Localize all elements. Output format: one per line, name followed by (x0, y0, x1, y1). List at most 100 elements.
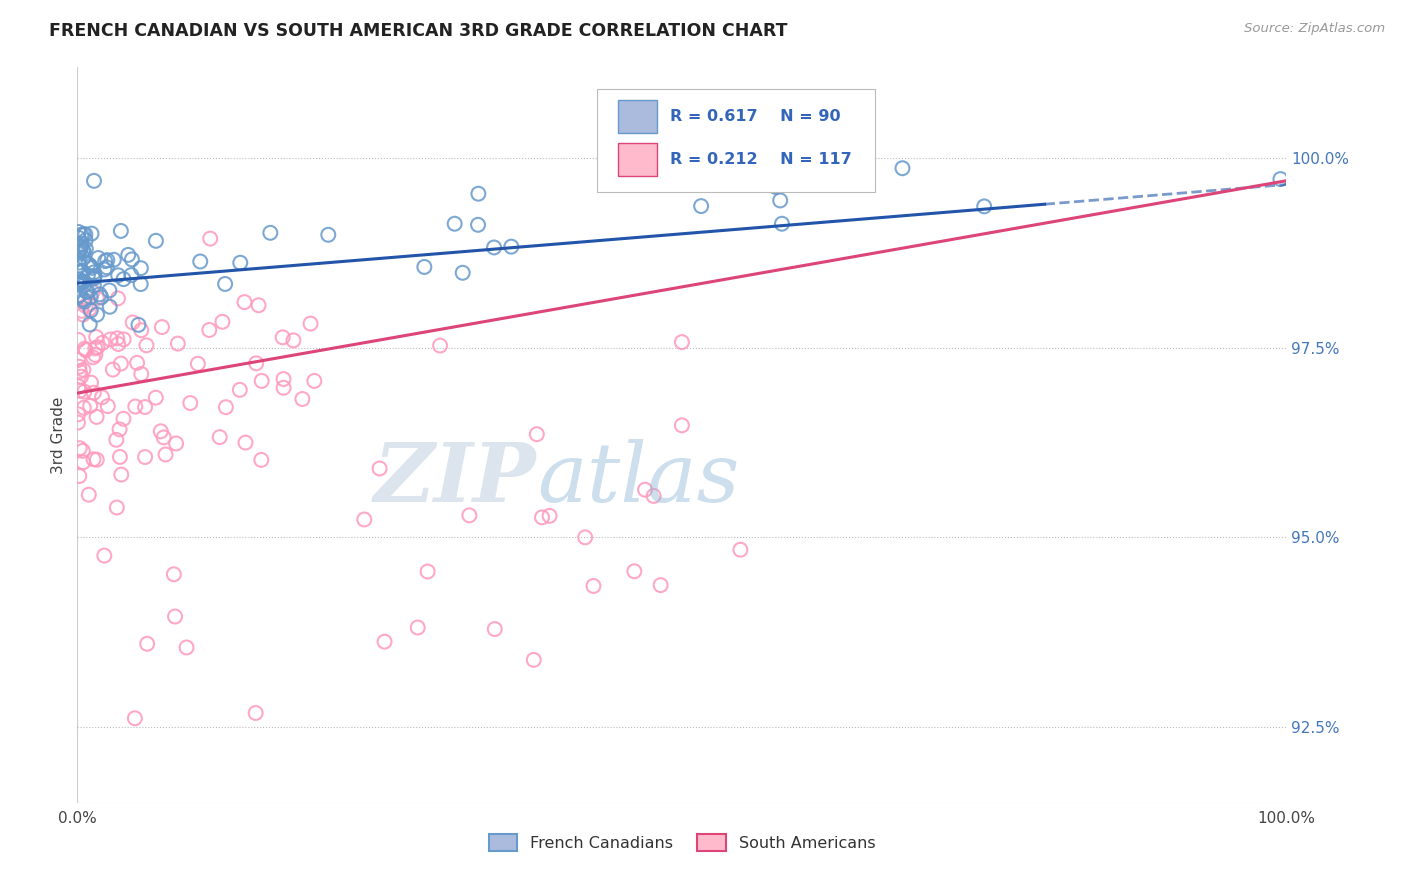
Point (79, 290, 101, 304)
Point (299, 317, 322, 331)
Point (70, 369, 93, 384)
Point (96, 253, 118, 268)
Point (86, 452, 108, 467)
Point (374, 634, 396, 648)
Point (188, 254, 211, 268)
Point (271, 330, 294, 344)
Point (84, 348, 107, 362)
Point (75, 343, 97, 358)
Point (90, 290, 112, 304)
Point (91, 335, 114, 350)
Point (69, 288, 91, 302)
Point (67, 255, 90, 269)
Point (70, 227, 93, 242)
Point (97, 399, 120, 413)
Point (83, 174, 105, 188)
Point (259, 226, 281, 240)
Text: atlas: atlas (537, 439, 740, 519)
Point (67, 272, 90, 286)
Point (70, 240, 93, 254)
Point (107, 292, 129, 306)
Point (124, 711, 146, 725)
Point (96, 260, 118, 275)
Point (353, 512, 375, 526)
Point (72, 244, 94, 258)
Point (75, 233, 97, 247)
Point (129, 261, 152, 276)
Point (526, 427, 548, 442)
Point (127, 318, 149, 332)
Text: FRENCH CANADIAN VS SOUTH AMERICAN 3RD GRADE CORRELATION CHART: FRENCH CANADIAN VS SOUTH AMERICAN 3RD GR… (49, 22, 787, 40)
Point (229, 256, 252, 270)
Point (83, 452, 105, 467)
Point (538, 508, 561, 523)
Point (83, 265, 105, 279)
Point (77, 257, 100, 271)
Point (150, 320, 173, 334)
Point (76, 268, 98, 283)
Point (66, 416, 89, 430)
Point (67, 277, 90, 292)
Point (79, 399, 101, 413)
Point (643, 489, 665, 503)
Point (134, 400, 156, 414)
Point (91, 390, 114, 404)
Text: R = 0.212    N = 117: R = 0.212 N = 117 (669, 153, 852, 167)
Point (82, 351, 104, 365)
Point (83, 270, 105, 285)
Point (79, 259, 101, 273)
Point (69, 259, 91, 273)
Point (110, 224, 132, 238)
FancyBboxPatch shape (617, 143, 657, 176)
Point (304, 374, 326, 388)
Point (108, 422, 131, 436)
Point (93, 549, 115, 563)
Point (105, 500, 128, 515)
Point (80, 376, 103, 390)
Point (67, 231, 90, 245)
Point (69, 244, 91, 258)
Point (121, 315, 143, 329)
Point (117, 248, 139, 262)
Point (83, 278, 105, 293)
Point (73, 294, 96, 309)
Point (112, 332, 135, 346)
Text: R = 0.617    N = 90: R = 0.617 N = 90 (669, 110, 841, 125)
Point (429, 338, 451, 352)
Point (86, 340, 108, 354)
Point (112, 272, 135, 286)
Point (94, 254, 117, 268)
Point (145, 234, 167, 248)
Point (135, 338, 157, 352)
Point (73, 401, 96, 415)
Point (501, 240, 523, 254)
Point (484, 622, 506, 636)
Point (73, 384, 96, 399)
Point (233, 295, 256, 310)
Point (891, 161, 914, 176)
Point (125, 356, 148, 370)
Point (110, 357, 132, 371)
Point (79, 318, 101, 332)
Point (84, 330, 107, 344)
Point (86, 409, 108, 424)
Point (531, 510, 554, 524)
Point (69, 364, 91, 378)
Point (72, 363, 94, 377)
Point (77, 298, 100, 312)
Point (75, 227, 97, 242)
Point (67, 247, 90, 261)
Point (229, 383, 252, 397)
Point (467, 218, 489, 232)
Point (67, 244, 90, 259)
Y-axis label: 3rd Grade: 3rd Grade (51, 396, 66, 474)
Point (70, 276, 93, 290)
Point (283, 334, 305, 348)
Point (582, 579, 605, 593)
Point (72, 265, 94, 279)
Point (75, 299, 97, 313)
FancyBboxPatch shape (598, 89, 876, 192)
Point (136, 637, 159, 651)
Point (70, 264, 93, 278)
Point (67, 225, 90, 239)
